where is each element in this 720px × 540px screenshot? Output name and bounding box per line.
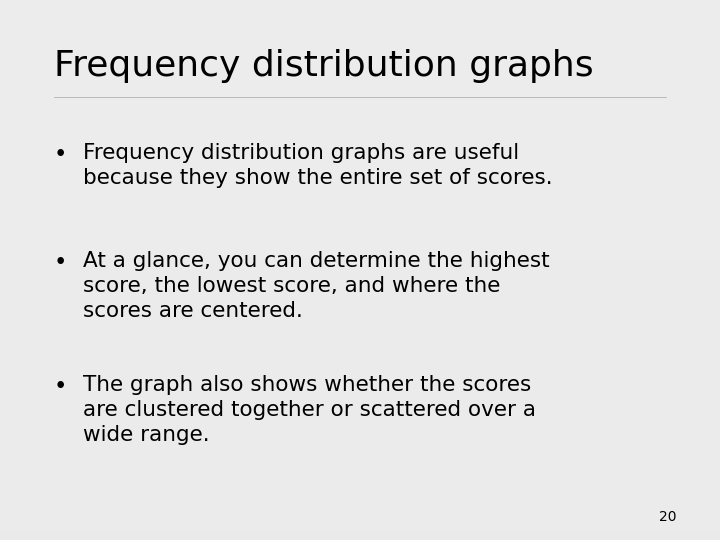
Bar	[0, 421, 720, 426]
Bar	[0, 382, 720, 387]
Bar	[0, 258, 720, 263]
Bar	[0, 411, 720, 416]
Bar	[0, 476, 720, 481]
Bar	[0, 461, 720, 465]
Bar	[0, 471, 720, 476]
Bar	[0, 485, 720, 490]
Bar	[0, 535, 720, 540]
Bar	[0, 357, 720, 362]
Text: Frequency distribution graphs are useful
because they show the entire set of sco: Frequency distribution graphs are useful…	[83, 143, 552, 188]
Bar	[0, 312, 720, 317]
Bar	[0, 377, 720, 382]
Bar	[0, 446, 720, 451]
Bar	[0, 282, 720, 287]
Bar	[0, 525, 720, 530]
Bar	[0, 268, 720, 273]
Text: •: •	[54, 251, 68, 274]
Bar	[0, 520, 720, 525]
Bar	[0, 436, 720, 441]
Bar	[0, 302, 720, 307]
Bar	[0, 490, 720, 496]
Bar	[0, 362, 720, 367]
Bar	[0, 426, 720, 431]
Bar	[0, 318, 720, 322]
Bar	[0, 307, 720, 312]
Bar	[0, 431, 720, 436]
Bar	[0, 387, 720, 392]
Text: •: •	[54, 143, 68, 166]
Bar	[0, 278, 720, 282]
Bar	[0, 401, 720, 406]
Bar	[0, 248, 720, 253]
Bar	[0, 372, 720, 377]
Text: •: •	[54, 375, 68, 399]
Bar	[0, 451, 720, 456]
Text: Frequency distribution graphs: Frequency distribution graphs	[54, 49, 593, 83]
Bar	[0, 465, 720, 471]
Bar	[0, 263, 720, 268]
Bar	[0, 253, 720, 258]
Bar	[0, 352, 720, 357]
Bar	[0, 530, 720, 535]
Bar	[0, 298, 720, 302]
Bar	[0, 342, 720, 347]
Bar	[0, 347, 720, 352]
Bar	[0, 510, 720, 515]
Bar	[0, 481, 720, 485]
Bar	[0, 367, 720, 372]
Bar	[0, 441, 720, 446]
Bar	[0, 337, 720, 342]
Bar	[0, 392, 720, 396]
Bar	[0, 287, 720, 293]
Bar	[0, 396, 720, 401]
Bar	[0, 501, 720, 505]
Bar	[0, 505, 720, 510]
Bar	[0, 243, 720, 248]
Text: 20: 20	[660, 510, 677, 524]
Bar	[0, 327, 720, 332]
Text: The graph also shows whether the scores
are clustered together or scattered over: The graph also shows whether the scores …	[83, 375, 536, 445]
Bar	[0, 406, 720, 411]
Bar	[0, 496, 720, 501]
Bar	[0, 293, 720, 298]
Bar	[0, 416, 720, 421]
Bar	[0, 332, 720, 337]
Bar	[0, 456, 720, 461]
Bar	[0, 322, 720, 327]
Bar	[0, 515, 720, 520]
Text: At a glance, you can determine the highest
score, the lowest score, and where th: At a glance, you can determine the highe…	[83, 251, 549, 321]
Bar	[0, 273, 720, 278]
